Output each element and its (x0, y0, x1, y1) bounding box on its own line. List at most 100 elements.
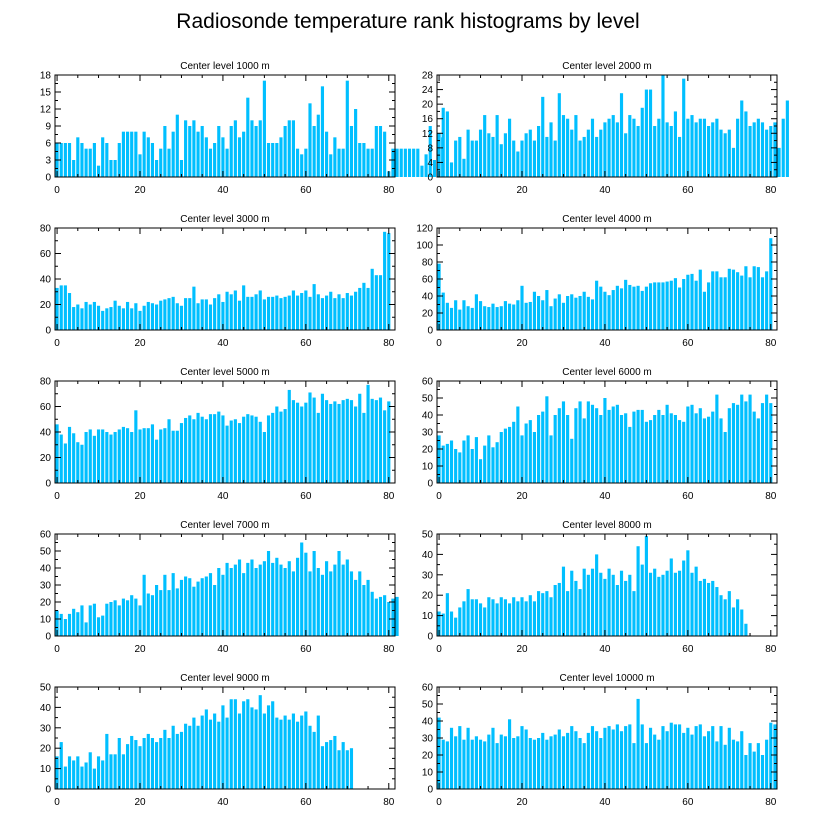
histogram-bar (665, 404, 669, 483)
histogram-bar (308, 103, 312, 177)
histogram-bar (474, 294, 478, 330)
histogram-bar (329, 154, 333, 177)
histogram-bar (295, 557, 300, 636)
histogram-bar (250, 559, 254, 636)
histogram-bar (669, 722, 673, 789)
histogram-bar (175, 303, 179, 330)
histogram-bar (690, 404, 694, 483)
histogram-bar (117, 143, 121, 177)
histogram-bar (295, 148, 300, 177)
histogram-bar (574, 731, 578, 789)
histogram-bar (736, 404, 740, 483)
x-tick-label: 80 (383, 644, 395, 655)
y-tick-label: 0 (45, 632, 51, 643)
histogram-bar (561, 401, 566, 483)
histogram-bar (765, 394, 769, 483)
x-tick-label: 20 (516, 797, 528, 808)
histogram-bar (628, 115, 632, 177)
histogram-bar (150, 424, 155, 483)
histogram-bar (295, 402, 300, 483)
histogram-bar (200, 416, 204, 483)
histogram-bar (760, 403, 765, 483)
histogram-bar (437, 611, 441, 636)
histogram-bar (121, 754, 125, 789)
histogram-bar (628, 284, 632, 330)
histogram-bar (661, 415, 665, 483)
histogram-bar (528, 129, 532, 177)
histogram-bar (370, 591, 374, 636)
histogram-bar (648, 89, 653, 177)
histogram-bar (545, 396, 549, 483)
y-tick-label: 20 (40, 598, 52, 609)
x-tick-label: 60 (300, 185, 312, 196)
panel-title: Center level 1000 m (180, 61, 270, 72)
y-tick-label: 60 (40, 402, 52, 413)
histogram-bar (101, 137, 105, 177)
histogram-bar (507, 719, 512, 789)
histogram-bar (88, 304, 92, 330)
histogram-bar (458, 309, 462, 330)
histogram-bar (175, 114, 179, 177)
histogram-bar (524, 601, 528, 636)
histogram-bar (188, 578, 192, 636)
histogram-bar (698, 724, 702, 789)
histogram-bar (449, 611, 454, 636)
histogram-bar (611, 574, 615, 636)
histogram-bar (283, 715, 287, 789)
histogram-bar (590, 299, 595, 330)
histogram-bar (125, 744, 130, 789)
histogram-bar (179, 160, 184, 177)
histogram-bar (109, 602, 113, 636)
histogram-bar (478, 739, 483, 789)
histogram-bar (113, 160, 117, 177)
panel-title: Center level 10000 m (559, 673, 654, 684)
histogram-bar (478, 129, 483, 177)
x-tick-label: 80 (765, 797, 777, 808)
histogram-bar (204, 419, 208, 483)
histogram-bar (258, 695, 262, 789)
histogram-bar (59, 285, 63, 331)
histogram-bar (590, 726, 595, 789)
histogram-bar (677, 570, 682, 636)
histogram-bar (383, 410, 387, 483)
histogram-bar (155, 742, 159, 789)
histogram-bar (715, 118, 719, 177)
histogram-bar (84, 432, 88, 483)
x-tick-label: 40 (599, 185, 611, 196)
y-tick-label: 0 (45, 479, 51, 490)
y-tick-label: 18 (40, 71, 52, 82)
histogram-bar (744, 623, 748, 636)
histogram-bar (682, 279, 686, 330)
histogram-bar (88, 605, 92, 636)
histogram-bar (723, 744, 727, 789)
histogram-bar (557, 408, 561, 483)
histogram-bar (67, 293, 72, 330)
histogram-bar (55, 424, 59, 483)
histogram-bar (512, 738, 516, 789)
histogram-bar (96, 305, 101, 330)
histogram-bar (532, 739, 537, 789)
histogram-bar (628, 724, 632, 789)
histogram-bar (611, 290, 615, 330)
histogram-bar (192, 419, 196, 483)
histogram-bar (694, 566, 698, 636)
histogram-bar (254, 709, 258, 789)
histogram-bar (258, 290, 262, 330)
histogram-bar (188, 298, 192, 331)
histogram-bar (329, 571, 333, 636)
histogram-bar (532, 432, 537, 483)
histogram-bar (130, 308, 134, 330)
x-tick-label: 80 (765, 185, 777, 196)
histogram-bar (570, 438, 574, 483)
histogram-bar (698, 408, 702, 483)
histogram-bar (341, 564, 345, 636)
histogram-bar (88, 148, 92, 177)
histogram-bar (619, 731, 624, 789)
histogram-bar (246, 414, 250, 483)
histogram-bar (454, 300, 458, 330)
histogram-bar (483, 607, 487, 636)
histogram-bar (483, 115, 487, 177)
histogram-bar (615, 404, 619, 483)
histogram-bar (702, 291, 707, 330)
histogram-bar (470, 449, 474, 483)
